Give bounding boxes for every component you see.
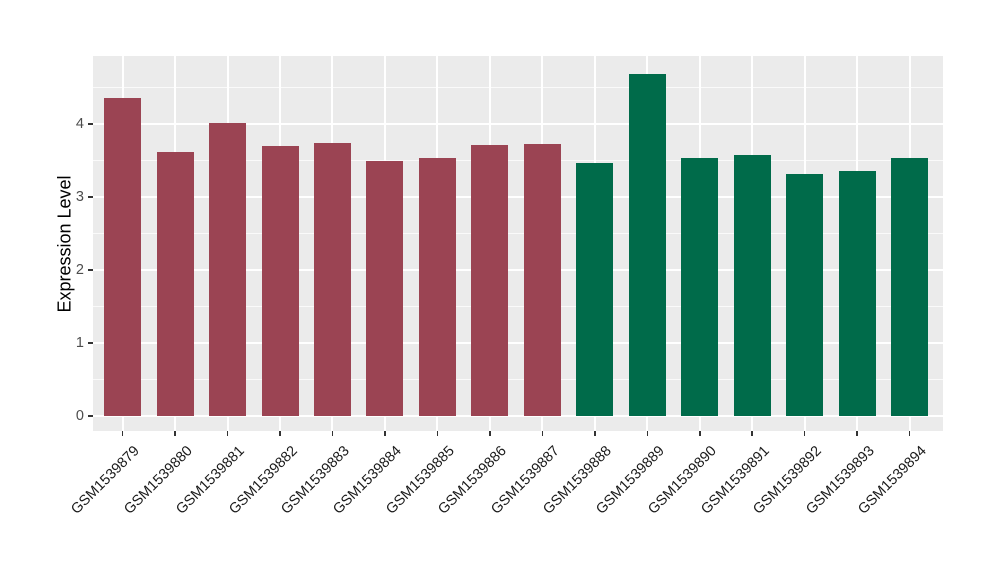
x-tick-mark <box>856 431 858 436</box>
bar-GSM1539881 <box>209 122 247 416</box>
y-tick-label: 0 <box>75 408 84 424</box>
x-tick-mark <box>646 431 649 436</box>
bar-GSM1539879 <box>104 98 142 416</box>
y-tick-mark <box>88 342 93 344</box>
x-tick-mark <box>489 431 491 436</box>
bar-GSM1539884 <box>366 160 404 416</box>
y-tick-label: 1 <box>75 335 84 351</box>
gridline-minor <box>93 160 943 161</box>
x-tick-mark <box>279 431 281 436</box>
y-tick-mark <box>88 269 93 271</box>
bar-GSM1539888 <box>576 162 614 416</box>
bar-GSM1539885 <box>418 158 456 416</box>
x-tick-mark <box>436 431 439 436</box>
x-tick-mark <box>331 431 334 436</box>
bar-GSM1539882 <box>261 145 299 416</box>
x-tick-mark <box>384 431 386 436</box>
bar-GSM1539887 <box>523 144 561 416</box>
x-tick-mark <box>803 431 806 436</box>
bar-GSM1539891 <box>733 155 771 416</box>
gridline-major <box>93 342 943 344</box>
bar-GSM1539893 <box>838 170 876 416</box>
x-tick-mark <box>908 431 911 436</box>
bar-GSM1539892 <box>786 174 824 416</box>
x-tick-mark <box>751 431 753 436</box>
x-tick-mark <box>121 431 124 436</box>
bar-GSM1539883 <box>313 142 351 416</box>
y-tick-label: 4 <box>75 116 84 132</box>
bar-GSM1539880 <box>156 152 194 416</box>
x-tick-mark <box>541 431 544 436</box>
y-tick-mark <box>88 196 93 198</box>
x-tick-mark <box>226 431 229 436</box>
y-tick-label: 2 <box>75 262 84 278</box>
bar-GSM1539894 <box>891 157 929 416</box>
bar-GSM1539886 <box>471 145 509 416</box>
gridline-minor <box>93 306 943 307</box>
y-tick-mark <box>88 415 93 417</box>
gridline-major <box>93 196 943 198</box>
plot-panel <box>93 56 943 431</box>
x-tick-mark <box>594 431 596 436</box>
gridline-minor <box>93 233 943 234</box>
x-tick-mark <box>174 431 176 436</box>
y-tick-label: 3 <box>75 189 84 205</box>
gridline-major <box>93 269 943 271</box>
gridline-minor <box>93 379 943 380</box>
y-tick-mark <box>88 123 93 125</box>
gridline-major <box>93 123 943 125</box>
gridline-minor <box>93 87 943 88</box>
bar-GSM1539890 <box>681 158 719 416</box>
bar-GSM1539889 <box>628 74 666 416</box>
x-tick-mark <box>699 431 701 436</box>
gridline-major <box>93 415 943 417</box>
